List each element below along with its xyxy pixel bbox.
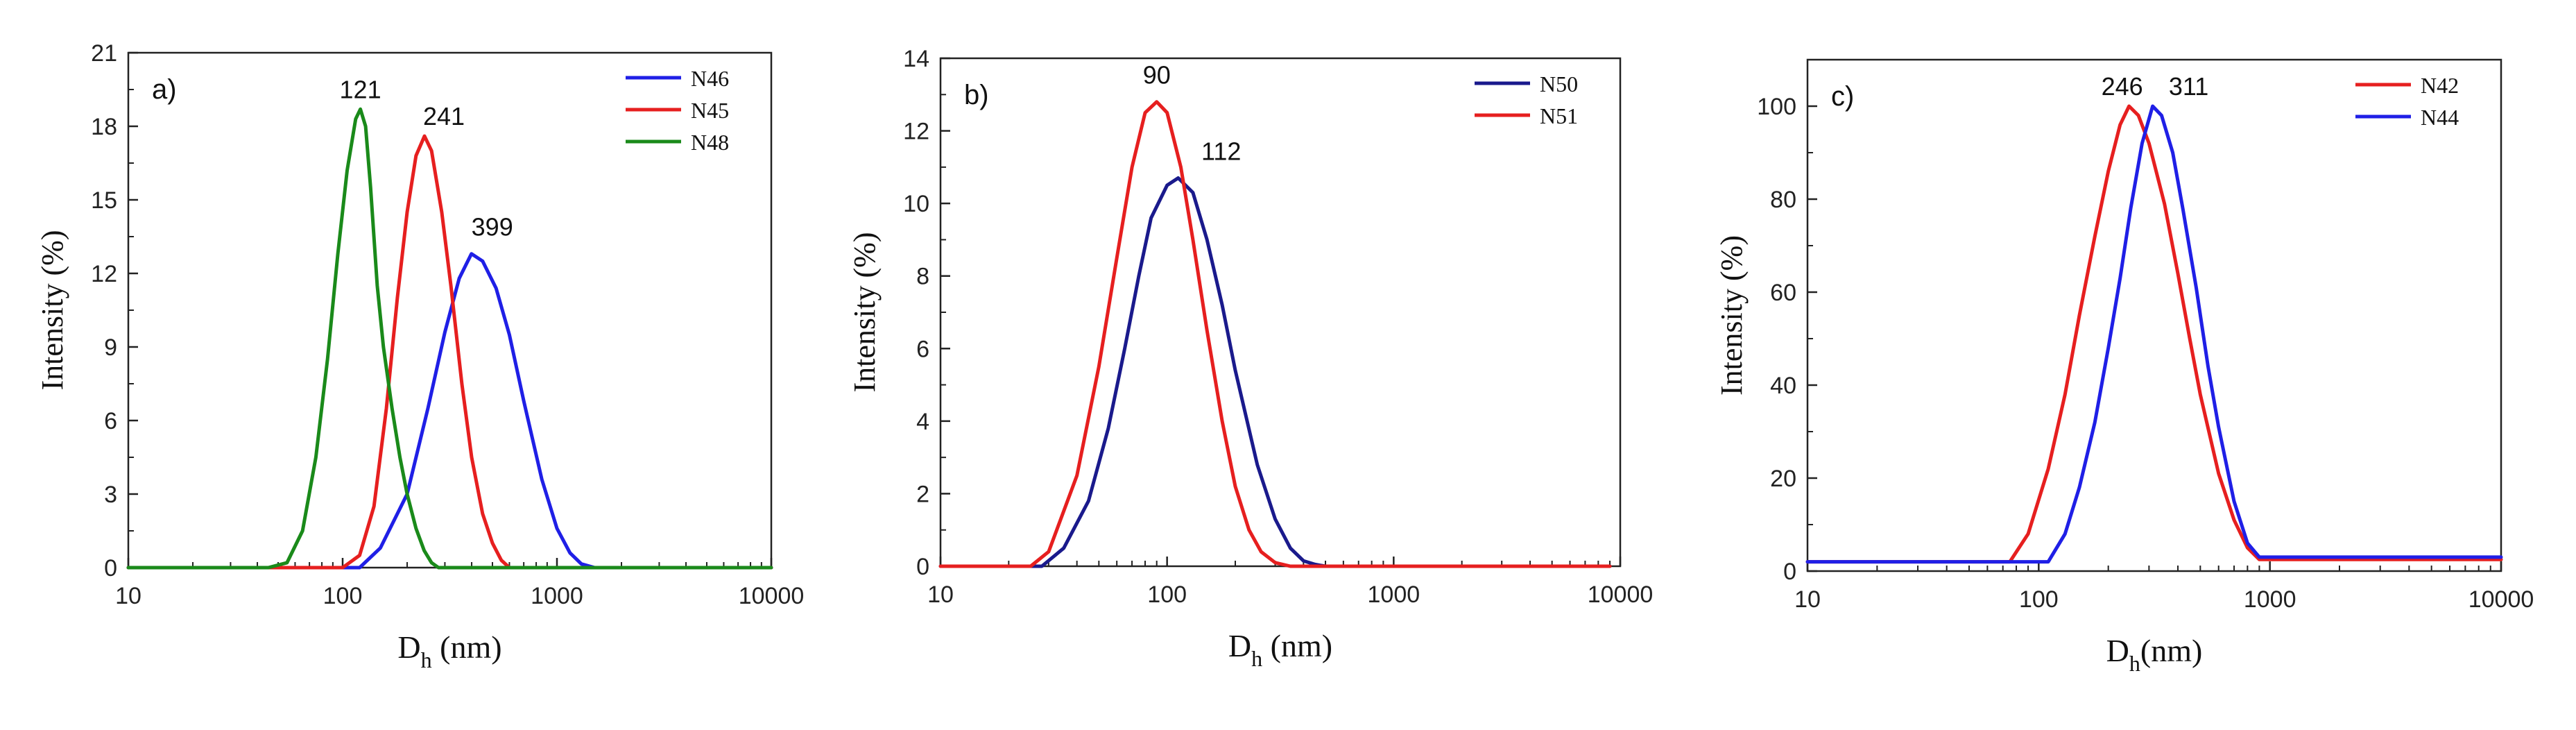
y-tick-label: 2	[916, 481, 929, 507]
peak-label: 121	[340, 75, 381, 103]
y-tick-label: 14	[903, 46, 929, 72]
y-tick-label: 100	[1757, 94, 1796, 120]
x-tick-label: 100	[323, 583, 363, 609]
series-line-n45	[126, 134, 773, 570]
y-tick-label: 10	[903, 191, 929, 217]
y-axis-label: Intensity (%)	[1715, 235, 1749, 396]
x-tick-label: 10000	[739, 583, 805, 609]
x-axis-label-unit: (nm)	[432, 629, 502, 665]
y-tick-label: 60	[1770, 280, 1796, 306]
panel-label: b)	[964, 80, 989, 110]
x-axis-label-sub: h	[421, 647, 432, 672]
y-tick-label: 12	[903, 119, 929, 145]
legend-label: N46	[691, 66, 729, 91]
x-axis-label-unit: (nm)	[1262, 628, 1332, 663]
legend-label: N48	[691, 130, 729, 155]
y-tick-label: 80	[1770, 187, 1796, 213]
y-axis-label: Intensity (%)	[35, 230, 69, 391]
series-line-n46	[126, 252, 773, 570]
series-line-n42	[1805, 104, 2503, 564]
y-tick-label: 15	[91, 187, 117, 214]
peak-label: 241	[423, 102, 465, 130]
panel-label: a)	[152, 74, 177, 105]
y-tick-label: 0	[1783, 559, 1796, 585]
y-tick-label: 4	[916, 409, 929, 435]
panel-a: 10 100 1000 10000 0 3 6 9 12 15 18 21 121 241 399 a) N46…	[35, 40, 804, 672]
series-line-n48	[126, 107, 773, 570]
legend-label: N44	[2421, 105, 2459, 130]
series-line-n50	[938, 176, 1612, 568]
peak-label: 246	[2102, 72, 2143, 101]
peak-label: 112	[1201, 137, 1241, 166]
x-axis-label-main: D	[1228, 628, 1251, 663]
x-tick-label: 10000	[1588, 582, 1654, 608]
x-tick-label: 100	[1147, 582, 1187, 608]
x-axis-label: Dh (nm)	[397, 629, 501, 672]
x-axis-label-main: D	[397, 629, 420, 665]
legend-label: N50	[1540, 71, 1578, 96]
x-tick-label: 1000	[2244, 586, 2296, 613]
legend-label: N45	[691, 98, 729, 123]
legend-label: N51	[1540, 103, 1578, 128]
y-tick-label: 40	[1770, 373, 1796, 399]
x-axis-label-sub: h	[1251, 646, 1262, 671]
y-tick-label: 12	[91, 261, 117, 287]
peak-label: 311	[2169, 72, 2208, 101]
y-tick-label: 0	[104, 555, 117, 582]
x-tick-label: 1000	[531, 583, 583, 609]
y-tick-label: 6	[916, 336, 929, 362]
peak-label: 399	[472, 213, 513, 241]
legend-label: N42	[2421, 73, 2459, 98]
x-tick-label: 10	[927, 582, 954, 608]
plot-frame	[1806, 58, 2502, 572]
x-axis-label-unit: (nm)	[2140, 633, 2202, 668]
y-tick-label: 20	[1770, 466, 1796, 492]
panel-label: c)	[1831, 81, 1854, 112]
x-axis-label: Dh(nm)	[2106, 633, 2203, 676]
x-tick-label: 100	[2019, 586, 2059, 613]
y-axis-label: Intensity (%)	[848, 232, 882, 393]
x-axis-label-sub: h	[2129, 651, 2140, 676]
y-tick-label: 3	[104, 482, 117, 508]
panel-c: 10 100 1000 10000 0 20 40 60 80 100 246 311 c) N42 N44…	[1715, 58, 2534, 676]
x-tick-label: 1000	[1368, 582, 1420, 608]
x-tick-label: 10	[1794, 586, 1821, 613]
peak-label: 90	[1143, 61, 1171, 90]
y-tick-label: 6	[104, 408, 117, 434]
y-tick-label: 9	[104, 334, 117, 361]
panel-b: 10 100 1000 10000 0 2 4 6 8 10 12 14 90 112 b) N50 N51 In…	[848, 46, 1653, 671]
y-tick-label: 0	[916, 554, 929, 580]
y-tick-label: 8	[916, 264, 929, 290]
y-tick-label: 21	[91, 40, 117, 67]
series-line-n44	[1805, 104, 2503, 564]
x-tick-label: 10	[115, 583, 141, 609]
x-tick-label: 10000	[2468, 586, 2534, 613]
y-tick-label: 18	[91, 114, 117, 140]
series-line-n51	[938, 100, 1612, 568]
x-axis-label: Dh (nm)	[1228, 628, 1332, 671]
x-axis-label-main: D	[2106, 633, 2129, 668]
